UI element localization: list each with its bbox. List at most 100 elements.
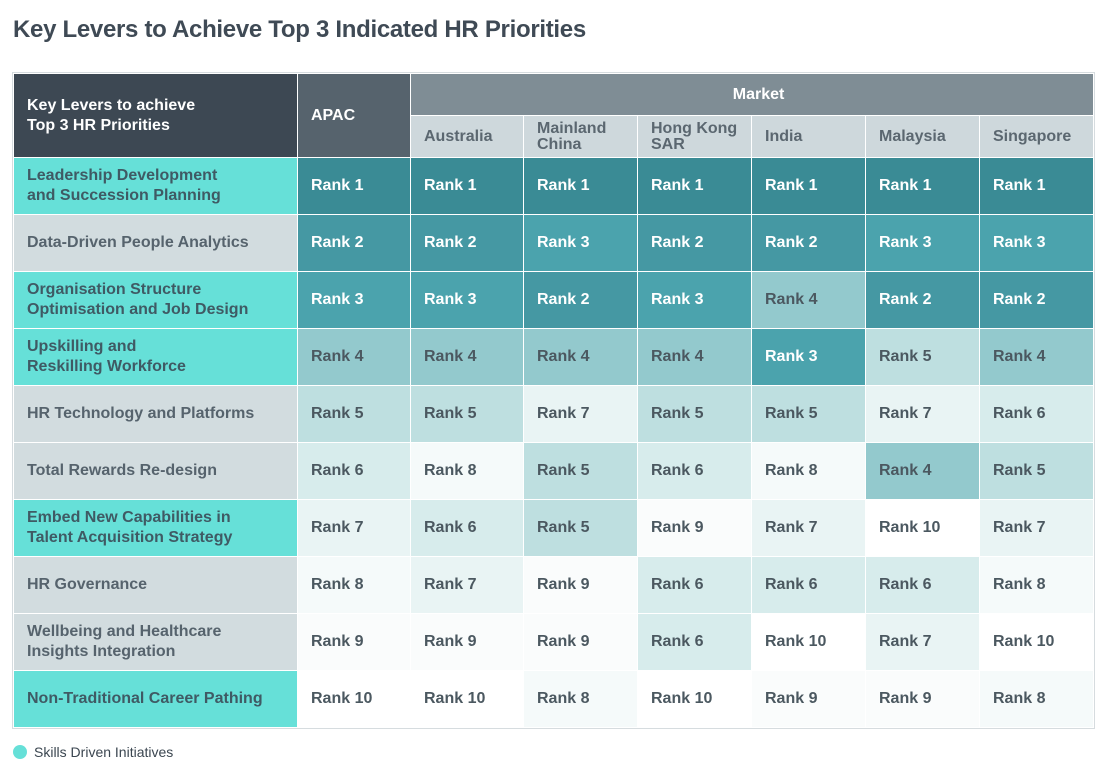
rank-cell: Rank 1	[410, 157, 524, 215]
rank-cell: Rank 7	[297, 499, 411, 557]
rank-cell: Rank 7	[410, 556, 524, 614]
lever-label: Organisation Structure Optimisation and J…	[13, 271, 298, 329]
rank-cell: Rank 10	[637, 670, 752, 728]
rank-cell: Rank 5	[637, 385, 752, 443]
rank-cell: Rank 7	[751, 499, 866, 557]
rank-cell: Rank 3	[637, 271, 752, 329]
rank-cell: Rank 9	[410, 613, 524, 671]
rank-cell: Rank 9	[637, 499, 752, 557]
lever-label-line: and Succession Planning	[27, 187, 221, 204]
table-row: Leadership Development and Succession Pla…	[13, 157, 1095, 215]
rank-cell: Rank 5	[751, 385, 866, 443]
lever-label: Non-Traditional Career Pathing	[13, 670, 298, 728]
rank-cell: Rank 6	[297, 442, 411, 500]
rank-cell: Rank 6	[865, 556, 980, 614]
corner-header: Key Levers to achieve Top 3 HR Prioritie…	[13, 73, 298, 158]
lever-label-line: Organisation Structure	[27, 281, 202, 298]
rank-cell: Rank 1	[978, 157, 1095, 215]
column-header-hong-kong-sar: Hong Kong SAR	[637, 115, 752, 158]
rank-cell: Rank 5	[410, 385, 524, 443]
rank-cell: Rank 7	[978, 499, 1095, 557]
rank-cell: Rank 10	[865, 499, 980, 557]
rank-cell: Rank 4	[410, 328, 524, 386]
rank-cell: Rank 3	[978, 214, 1095, 272]
rank-cell: Rank 2	[637, 214, 752, 272]
corner-header-line-1: Key Levers to achieve	[27, 96, 196, 114]
column-header-mainland-china: Mainland China	[523, 115, 638, 158]
column-header-australia: Australia	[410, 115, 524, 158]
rank-cell: Rank 5	[978, 442, 1095, 500]
lever-label-line: Leadership Development	[27, 167, 218, 184]
rank-cell: Rank 6	[751, 556, 866, 614]
rank-cell: Rank 3	[297, 271, 411, 329]
rank-cell: Rank 3	[865, 214, 980, 272]
lever-label: HR Technology and Platforms	[13, 385, 298, 443]
rank-cell: Rank 10	[978, 613, 1095, 671]
column-header-line: Singapore	[993, 127, 1072, 145]
table-row: HR Governance Rank 8 Rank 7 Rank 9 Rank 6 Ran…	[13, 556, 1095, 614]
rank-cell: Rank 1	[751, 157, 866, 215]
table-row: Organisation Structure Optimisation and J…	[13, 271, 1095, 329]
rank-cell: Rank 6	[637, 442, 752, 500]
lever-label: Data-Driven People Analytics	[13, 214, 298, 272]
rank-cell: Rank 8	[978, 670, 1095, 728]
column-header-malaysia: Malaysia	[865, 115, 980, 158]
rank-cell: Rank 8	[523, 670, 638, 728]
lever-label: Wellbeing and Healthcare Insights Integra…	[13, 613, 298, 671]
rank-cell: Rank 8	[410, 442, 524, 500]
rank-cell: Rank 5	[297, 385, 411, 443]
table-row: Upskilling and Reskilling Workforce Rank 4…	[13, 328, 1095, 386]
lever-label-line: Upskilling and	[27, 338, 137, 355]
rank-cell: Rank 2	[865, 271, 980, 329]
rank-cell: Rank 7	[523, 385, 638, 443]
rank-cell: Rank 6	[637, 556, 752, 614]
rank-cell: Rank 10	[410, 670, 524, 728]
lever-label-line: Optimisation and Job Design	[27, 301, 249, 318]
legend: Skills Driven Initiatives	[13, 744, 173, 760]
rank-cell: Rank 8	[297, 556, 411, 614]
country-header-row: Australia Mainland China Hong Kong SAR India M…	[14, 115, 1095, 158]
column-header-india: India	[751, 115, 866, 158]
rank-cell: Rank 6	[637, 613, 752, 671]
column-header-singapore: Singapore	[978, 115, 1095, 158]
rank-cell: Rank 10	[751, 613, 866, 671]
column-header-line: China	[537, 135, 582, 153]
column-header-line: Mainland	[537, 119, 607, 137]
table-row: Wellbeing and Healthcare Insights Integra…	[13, 613, 1095, 671]
rank-table: Key Levers to achieve Top 3 HR Prioritie…	[11, 72, 1096, 729]
rank-cell: Rank 5	[523, 499, 638, 557]
lever-label-line: Total Rewards Re-design	[27, 462, 217, 479]
column-header-line: India	[765, 127, 803, 145]
chart-title: Key Levers to Achieve Top 3 Indicated HR…	[13, 16, 586, 43]
rank-cell: Rank 9	[297, 613, 411, 671]
lever-label-line: HR Governance	[27, 576, 148, 593]
rank-cell: Rank 5	[523, 442, 638, 500]
rank-cell: Rank 3	[410, 271, 524, 329]
rank-cell: Rank 3	[523, 214, 638, 272]
table-row: Total Rewards Re-design Rank 6 Rank 8 Rank …	[13, 442, 1095, 500]
rank-cell: Rank 7	[865, 385, 980, 443]
legend-label: Skills Driven Initiatives	[34, 744, 174, 760]
rank-cell: Rank 2	[751, 214, 866, 272]
rank-cell: Rank 9	[751, 670, 866, 728]
lever-label-line: HR Technology and Platforms	[27, 405, 255, 422]
lever-label: Embed New Capabilities in Talent Acquisit…	[13, 499, 298, 557]
rank-cell: Rank 1	[297, 157, 411, 215]
lever-label-line: Talent Acquisition Strategy	[27, 529, 233, 546]
corner-header-line-2: Top 3 HR Priorities	[27, 116, 170, 134]
lever-label-line: Reskilling Workforce	[27, 358, 186, 375]
rank-cell: Rank 2	[523, 271, 638, 329]
rank-cell: Rank 3	[751, 328, 866, 386]
rank-cell: Rank 4	[751, 271, 866, 329]
column-header-line: Australia	[424, 127, 493, 145]
rank-cell: Rank 7	[865, 613, 980, 671]
rank-cell: Rank 9	[523, 613, 638, 671]
rank-cell: Rank 1	[523, 157, 638, 215]
rank-cell: Rank 4	[297, 328, 411, 386]
column-header-line: SAR	[651, 135, 685, 153]
table-row: Embed New Capabilities in Talent Acquisit…	[13, 499, 1095, 557]
legend-swatch	[13, 745, 27, 759]
lever-label: Total Rewards Re-design	[13, 442, 298, 500]
rank-cell: Rank 1	[637, 157, 752, 215]
column-header-line: Malaysia	[879, 127, 946, 145]
